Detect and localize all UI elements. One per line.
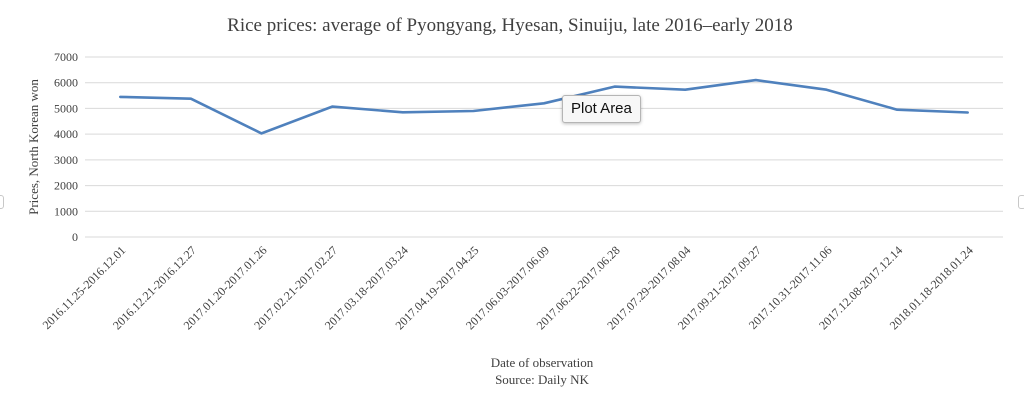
series-line [119,78,970,135]
y-tick-label: 6000 [54,76,78,90]
x-axis-title: Date of observation [491,355,594,370]
y-tick-label: 7000 [54,50,78,64]
y-tick-label: 2000 [54,179,78,193]
series-layer [119,78,970,135]
y-axis-ticks: 0 1000 2000 3000 4000 5000 6000 7000 [54,50,78,244]
y-axis-title: Prices, North Korean won [26,79,41,215]
y-tick-label: 5000 [54,101,78,115]
y-tick-label: 3000 [54,153,78,167]
x-axis-ticks: 2016.11.25-2016.12.012016.12.21-2016.12.… [40,243,976,332]
left-resize-handle[interactable] [0,195,4,209]
plot-area-tooltip: Plot Area [562,95,641,123]
gridlines [85,56,1003,238]
right-resize-handle[interactable] [1018,195,1024,209]
chart-title: Rice prices: average of Pyongyang, Hyesa… [227,15,793,36]
chart-source: Source: Daily NK [495,372,589,387]
y-tick-label: 1000 [54,204,78,218]
y-tick-label: 0 [72,230,78,244]
y-tick-label: 4000 [54,127,78,141]
